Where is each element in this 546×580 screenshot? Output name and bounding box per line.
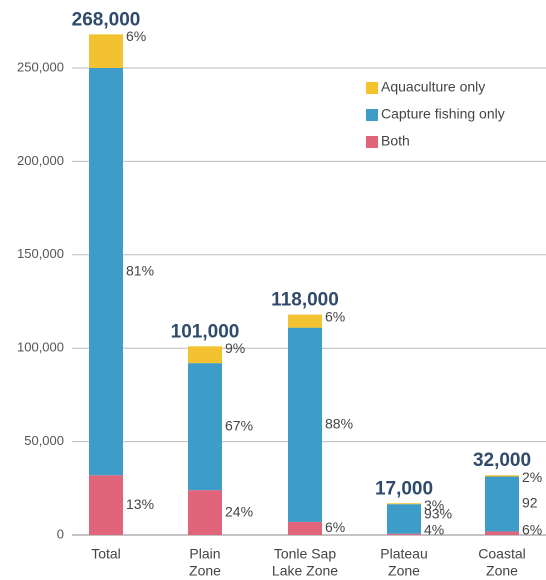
- total-label: 118,000: [271, 290, 339, 311]
- x-tick-label: Zone: [388, 563, 420, 579]
- bar-segment: [188, 363, 222, 491]
- bar-segment: [485, 475, 519, 477]
- bar-segment: [387, 503, 421, 505]
- y-tick-label: 150,000: [17, 246, 64, 261]
- legend-swatch: [366, 136, 378, 148]
- legend-label: Aquaculture only: [381, 79, 485, 95]
- y-tick-label: 200,000: [17, 153, 64, 168]
- data-label: 3%: [424, 497, 444, 513]
- x-tick-label: Zone: [189, 563, 221, 579]
- data-label: 24%: [225, 503, 253, 519]
- x-tick-label: Plain: [189, 546, 220, 562]
- x-tick-label: Zone: [486, 563, 518, 579]
- data-label: 4%: [424, 522, 444, 538]
- data-label: 6%: [126, 28, 146, 44]
- data-label: 13%: [126, 496, 154, 512]
- legend-label: Both: [381, 133, 410, 149]
- bar-segment: [387, 504, 421, 534]
- data-label: 9%: [225, 340, 245, 356]
- total-label: 17,000: [375, 478, 433, 499]
- legend-swatch: [366, 82, 378, 94]
- x-tick-label: Total: [91, 546, 121, 562]
- bar-segment: [188, 490, 222, 535]
- bar-segment: [188, 346, 222, 364]
- y-tick-label: 0: [57, 526, 64, 541]
- y-tick-label: 100,000: [17, 340, 64, 355]
- bar-segment: [485, 531, 519, 535]
- data-label: 6%: [325, 519, 345, 535]
- data-label: 88%: [325, 415, 353, 431]
- bar-segment: [89, 34, 123, 68]
- x-tick-label: Lake Zone: [272, 563, 338, 579]
- legend-swatch: [366, 109, 378, 121]
- y-tick-label: 250,000: [17, 59, 64, 74]
- data-label: 6%: [522, 522, 542, 538]
- total-label: 101,000: [171, 321, 240, 342]
- data-label: 67%: [225, 417, 253, 433]
- legend-label: Capture fishing only: [381, 106, 505, 122]
- bar-segment: [288, 314, 322, 328]
- x-tick-label: Plateau: [380, 546, 427, 562]
- bar-segment: [387, 533, 421, 535]
- bar-segment: [89, 475, 123, 535]
- bar-segment: [288, 521, 322, 535]
- total-label: 268,000: [72, 9, 141, 30]
- bar-segment: [89, 68, 123, 476]
- bar-segment: [485, 476, 519, 532]
- data-label: 2%: [522, 469, 542, 485]
- data-label: 81%: [126, 262, 154, 278]
- data-label: 93%: [424, 506, 452, 522]
- data-label: 6%: [325, 308, 345, 324]
- x-tick-label: Tonle Sap: [274, 546, 336, 562]
- y-tick-label: 50,000: [24, 433, 64, 448]
- data-label: 92: [522, 495, 538, 511]
- x-tick-label: Coastal: [478, 546, 525, 562]
- total-label: 32,000: [473, 450, 531, 471]
- bar-segment: [288, 327, 322, 522]
